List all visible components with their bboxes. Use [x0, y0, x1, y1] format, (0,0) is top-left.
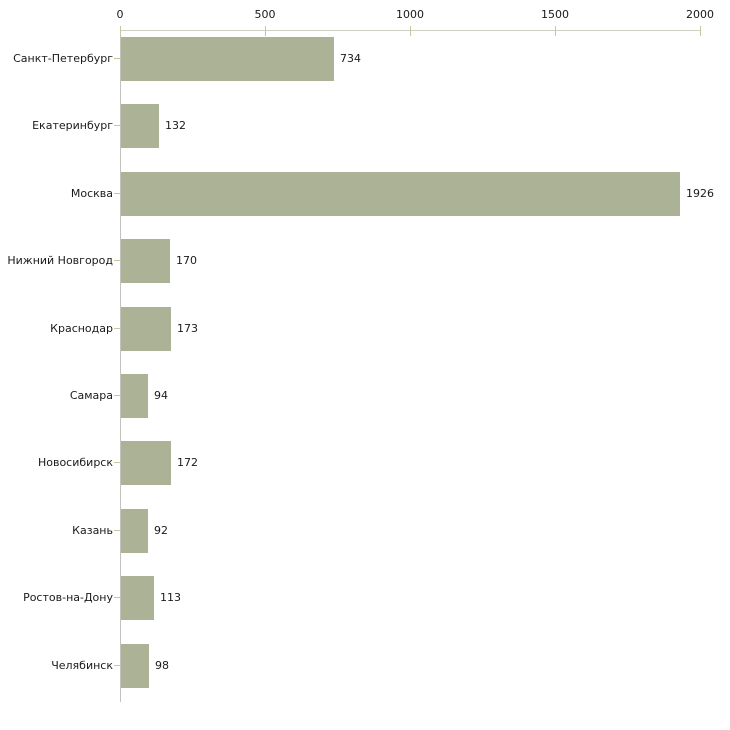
x-axis-tick-label: 1000 — [396, 8, 424, 21]
value-label: 94 — [154, 389, 168, 402]
bar-row: Челябинск 98 — [0, 644, 730, 688]
category-label: Москва — [70, 187, 113, 200]
y-axis-tick-mark — [114, 395, 120, 396]
value-label: 172 — [177, 456, 198, 469]
y-axis-tick-mark — [114, 328, 120, 329]
x-axis-tick-mark — [120, 26, 121, 36]
category-label: Краснодар — [50, 322, 113, 335]
x-axis-tick-label: 0 — [116, 8, 124, 21]
value-label: 734 — [340, 52, 361, 65]
value-label: 1926 — [686, 187, 714, 200]
bar — [121, 104, 159, 148]
x-axis-tick-label: 1500 — [541, 8, 569, 21]
bar — [121, 239, 170, 283]
bar — [121, 509, 148, 553]
category-label: Ростов-на-Дону — [23, 591, 113, 604]
bar-row: Екатеринбург 132 — [0, 104, 730, 148]
bar-row: Санкт-Петербург 734 — [0, 37, 730, 81]
x-axis-tick-mark — [700, 26, 701, 36]
x-axis-tick-mark — [410, 26, 411, 36]
bar-row: Новосибирск 172 — [0, 441, 730, 485]
bar — [121, 374, 148, 418]
value-label: 132 — [165, 119, 186, 132]
category-label: Екатеринбург — [32, 119, 113, 132]
category-label: Новосибирск — [37, 456, 113, 469]
bar — [121, 172, 680, 216]
y-axis-tick-mark — [114, 260, 120, 261]
value-label: 92 — [154, 524, 168, 537]
y-axis-tick-mark — [114, 193, 120, 194]
x-axis-tick-mark — [555, 26, 556, 36]
bar-row: Москва 1926 — [0, 172, 730, 216]
y-axis-tick-mark — [114, 597, 120, 598]
category-label: Казань — [72, 524, 113, 537]
y-axis-tick-mark — [114, 58, 120, 59]
x-axis-tick-label: 500 — [254, 8, 276, 21]
value-label: 170 — [176, 254, 197, 267]
x-axis-tick-label: 2000 — [686, 8, 714, 21]
bar — [121, 37, 334, 81]
y-axis-tick-mark — [114, 125, 120, 126]
category-label: Челябинск — [51, 659, 113, 672]
value-label: 98 — [155, 659, 169, 672]
category-label: Самара — [69, 389, 113, 402]
y-axis-tick-mark — [114, 665, 120, 666]
y-axis-tick-mark — [114, 530, 120, 531]
bar — [121, 644, 149, 688]
value-label: 173 — [177, 322, 198, 335]
category-label: Нижний Новгород — [7, 254, 113, 267]
value-label: 113 — [160, 591, 181, 604]
x-axis-tick-mark — [265, 26, 266, 36]
bar-row: Ростов-на-Дону 113 — [0, 576, 730, 620]
bar — [121, 307, 171, 351]
bar — [121, 441, 171, 485]
category-label: Санкт-Петербург — [13, 52, 113, 65]
y-axis-tick-mark — [114, 462, 120, 463]
bar-row: Краснодар 173 — [0, 307, 730, 351]
bar-row: Нижний Новгород 170 — [0, 239, 730, 283]
y-axis-line — [120, 30, 121, 702]
bar — [121, 576, 154, 620]
bar-row: Самара 94 — [0, 374, 730, 418]
bar-row: Казань 92 — [0, 509, 730, 553]
